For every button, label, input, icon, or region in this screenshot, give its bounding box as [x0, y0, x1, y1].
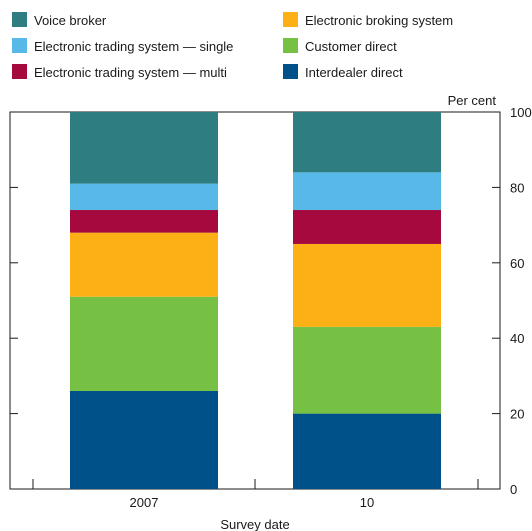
legend-label-voice-broker: Voice broker — [34, 13, 107, 28]
y-axis-label: Per cent — [448, 93, 497, 108]
bar-segment-10-electronic-trading-system-single — [293, 172, 441, 211]
bar-segment-2007-interdealer-direct — [70, 390, 218, 489]
y-tick-label-80: 80 — [510, 180, 524, 195]
legend-swatch-electronic-broking-system — [283, 12, 298, 27]
y-tick-label-40: 40 — [510, 331, 524, 346]
legend-swatch-customer-direct — [283, 38, 298, 53]
bar-segment-10-voice-broker — [293, 112, 441, 173]
x-tick-label-2007: 2007 — [130, 495, 159, 510]
axes: 0 20 40 60 80 100 2007 10 — [10, 105, 532, 510]
y-tick-label-60: 60 — [510, 256, 524, 271]
bar-segment-2007-electronic-trading-system-multi — [70, 210, 218, 233]
legend-swatch-voice-broker — [12, 12, 27, 27]
legend-label-interdealer-direct: Interdealer direct — [305, 65, 403, 80]
bar-segment-2007-electronic-trading-system-single — [70, 183, 218, 211]
legend-swatch-electronic-trading-system-single — [12, 38, 27, 53]
bar-segment-10-interdealer-direct — [293, 413, 441, 489]
legend: Voice broker Electronic broking system Ele… — [12, 12, 453, 80]
legend-label-customer-direct: Customer direct — [305, 39, 397, 54]
bar-segment-10-electronic-trading-system-multi — [293, 210, 441, 244]
y-tick-label-100: 100 — [510, 105, 532, 120]
bar-segment-2007-electronic-broking-system — [70, 232, 218, 297]
bar-segment-2007-voice-broker — [70, 112, 218, 184]
legend-label-electronic-broking-system: Electronic broking system — [305, 13, 453, 28]
y-tick-label-0: 0 — [510, 482, 517, 497]
x-axis-label: Survey date — [220, 517, 289, 531]
bars — [70, 112, 441, 489]
x-tick-label-10: 10 — [360, 495, 374, 510]
y-tick-label-20: 20 — [510, 407, 524, 422]
bar-segment-10-customer-direct — [293, 326, 441, 414]
bar-segment-10-electronic-broking-system — [293, 243, 441, 327]
legend-swatch-electronic-trading-system-multi — [12, 64, 27, 79]
bar-segment-2007-customer-direct — [70, 296, 218, 391]
legend-label-electronic-trading-system-single: Electronic trading system — single — [34, 39, 233, 54]
legend-swatch-interdealer-direct — [283, 64, 298, 79]
legend-label-electronic-trading-system-multi: Electronic trading system — multi — [34, 65, 227, 80]
